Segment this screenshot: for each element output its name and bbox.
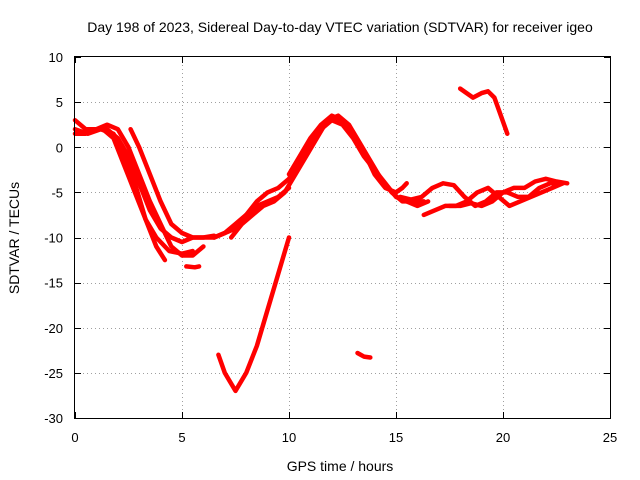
chart-title: Day 198 of 2023, Sidereal Day-to-day VTE… xyxy=(87,19,593,35)
plot-frame xyxy=(74,56,611,419)
y-tick-label: -20 xyxy=(44,321,63,336)
x-tick-label: 0 xyxy=(71,430,78,445)
series-line-arc-15 xyxy=(457,86,510,136)
y-tick-label: -30 xyxy=(44,411,63,426)
x-axis-label: GPS time / hours xyxy=(287,458,394,474)
y-tick-label: -5 xyxy=(51,185,63,200)
y-axis-label: SDTVAR / TECUs xyxy=(6,182,22,294)
y-tick-label: 0 xyxy=(56,140,63,155)
y-tick-label: 5 xyxy=(56,95,63,110)
series-line-arc-7 xyxy=(216,235,292,394)
series-line-arc-11 xyxy=(355,350,373,360)
series-line-arc-3 xyxy=(72,126,168,263)
series-line-arc-10 xyxy=(286,113,409,195)
y-tick-label: 10 xyxy=(49,50,63,65)
x-tick-label: 25 xyxy=(603,430,617,445)
y-tick-label: -25 xyxy=(44,366,63,381)
series-line-arc-14 xyxy=(447,176,570,209)
series-layer xyxy=(72,86,570,394)
x-tick-label: 10 xyxy=(282,430,296,445)
x-tick-label: 15 xyxy=(389,430,403,445)
y-tick-label: -15 xyxy=(44,276,63,291)
y-tick-label: -10 xyxy=(44,231,63,246)
series-line-arc-8 xyxy=(228,113,427,240)
series-line-arc-4 xyxy=(100,126,195,256)
series-line-arc-5 xyxy=(128,126,217,240)
tick-layer: 0 5 10 15 20 25 10 5 0 -5 -10 -15 -20 -25 -30 xyxy=(44,50,617,445)
series-line-arc-6 xyxy=(184,264,202,270)
x-tick-label: 5 xyxy=(178,430,185,445)
series-line-arc-13 xyxy=(421,181,566,218)
x-tick-label: 20 xyxy=(496,430,510,445)
